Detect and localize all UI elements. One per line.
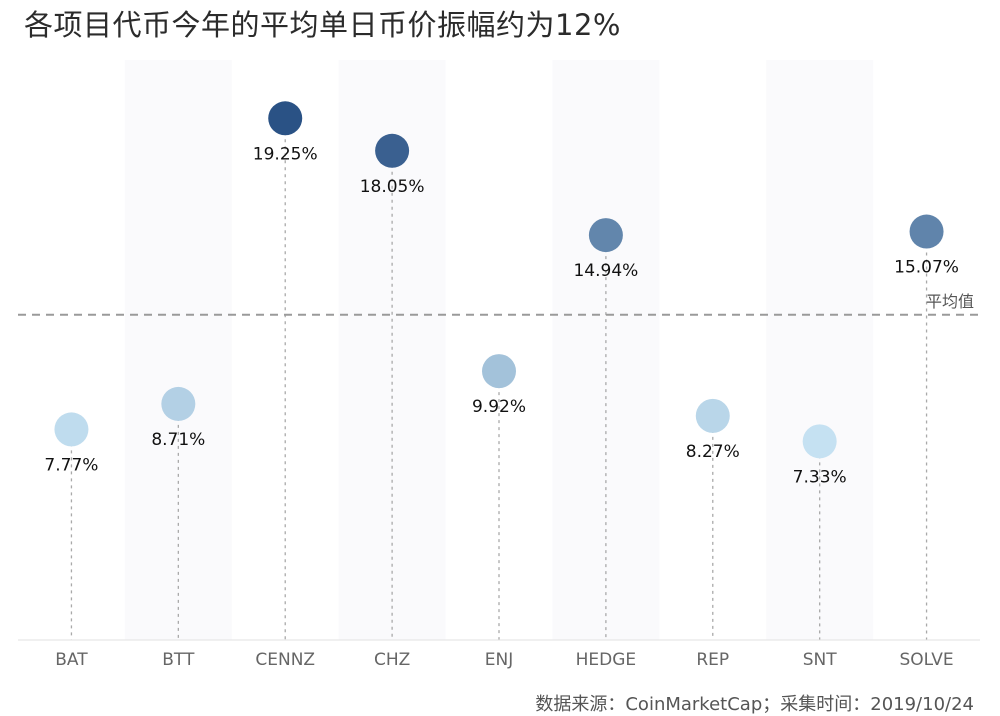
value-label-chz: 18.05%	[360, 177, 425, 197]
column-band	[766, 60, 874, 640]
x-tick-label-cennz: CENNZ	[255, 650, 315, 670]
value-label-enj: 9.92%	[472, 397, 526, 417]
dot-snt	[802, 424, 837, 459]
x-tick-label-solve: SOLVE	[899, 650, 953, 670]
dot-cennz	[268, 101, 303, 136]
average-reference-label: 平均值	[926, 292, 974, 311]
x-tick-label-chz: CHZ	[374, 650, 410, 670]
x-tick-label-hedge: HEDGE	[576, 650, 637, 670]
column-band	[124, 60, 232, 640]
dot-bat	[54, 412, 89, 447]
x-tick-label-btt: BTT	[162, 650, 195, 670]
x-tick-label-enj: ENJ	[485, 650, 513, 670]
x-tick-label-bat: BAT	[55, 650, 88, 670]
dot-solve	[909, 214, 944, 249]
value-label-solve: 15.07%	[894, 258, 959, 278]
value-label-bat: 7.77%	[44, 455, 98, 475]
dot-enj	[482, 354, 516, 389]
value-label-cennz: 19.25%	[253, 144, 318, 164]
dot-btt	[161, 386, 196, 421]
value-label-hedge: 14.94%	[573, 261, 638, 281]
value-label-rep: 8.27%	[686, 442, 740, 462]
x-tick-label-rep: REP	[696, 650, 729, 670]
value-label-snt: 7.33%	[793, 467, 847, 487]
x-tick-label-snt: SNT	[803, 650, 838, 670]
chart-title: 各项目代币今年的平均单日币价振幅约为12%	[24, 8, 621, 42]
dot-chz	[375, 133, 410, 168]
dot-rep	[695, 398, 730, 433]
source-note: 数据来源：CoinMarketCap；采集时间：2019/10/24	[535, 694, 974, 715]
dot-hedge	[588, 218, 623, 253]
value-label-btt: 8.71%	[151, 430, 205, 450]
